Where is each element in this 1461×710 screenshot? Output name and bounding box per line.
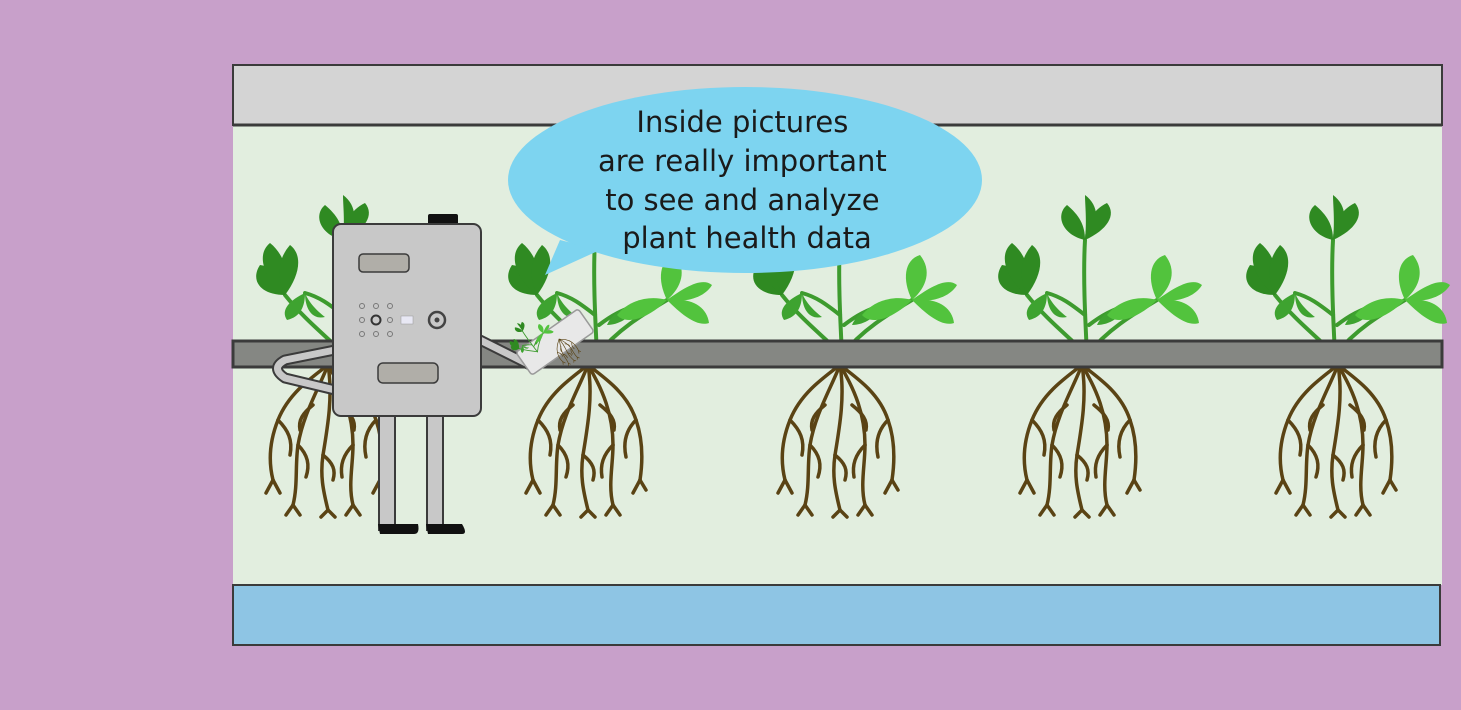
robot-display-bottom — [377, 362, 439, 384]
speech-line: are really important — [598, 144, 887, 178]
speech-line: Inside pictures — [636, 105, 848, 139]
speech-line: to see and analyze — [605, 183, 879, 217]
speech-line: plant health data — [622, 221, 872, 255]
robot-display-top — [358, 253, 410, 273]
speech-bubble: Inside pictures are really important to … — [508, 87, 982, 275]
water-reservoir — [232, 584, 1441, 646]
tablet-icon — [500, 308, 594, 375]
speech-bubble-text: Inside pictures are really important to … — [598, 105, 896, 255]
